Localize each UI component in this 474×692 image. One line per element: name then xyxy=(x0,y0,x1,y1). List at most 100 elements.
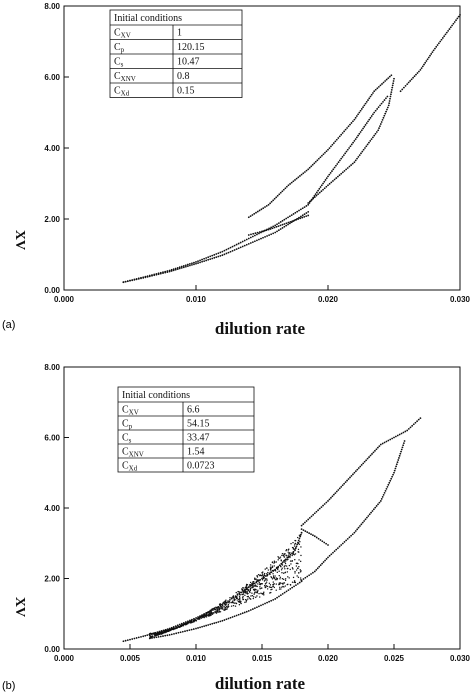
table-symbol: CXNV xyxy=(114,71,136,83)
data-point xyxy=(385,487,388,490)
band-point xyxy=(287,556,290,559)
band-point xyxy=(215,610,217,613)
band-point xyxy=(278,583,280,586)
data-point xyxy=(350,534,352,537)
data-point xyxy=(211,622,214,625)
data-point xyxy=(396,461,399,464)
data-point xyxy=(170,270,173,272)
data-point xyxy=(322,188,324,191)
data-point xyxy=(398,454,401,457)
data-point xyxy=(353,161,356,164)
data-point xyxy=(362,462,365,465)
data-point xyxy=(404,430,407,433)
data-point xyxy=(354,159,357,162)
data-point xyxy=(335,164,337,167)
band-point xyxy=(269,566,272,568)
data-point xyxy=(227,247,230,250)
data-point xyxy=(355,136,358,139)
data-point xyxy=(325,185,328,188)
data-point xyxy=(394,467,397,470)
data-point xyxy=(285,222,288,225)
data-point xyxy=(340,157,343,160)
band-point xyxy=(230,598,233,600)
data-point xyxy=(372,508,375,511)
data-point xyxy=(372,92,374,94)
data-point xyxy=(146,275,149,278)
data-point xyxy=(332,551,334,554)
table-value: 120.15 xyxy=(177,42,205,53)
band-point xyxy=(284,559,286,561)
data-point xyxy=(261,577,263,580)
data-point xyxy=(146,634,149,637)
band-point xyxy=(230,601,232,604)
band-point xyxy=(165,630,168,633)
data-point xyxy=(304,576,307,579)
data-point xyxy=(390,91,393,93)
band-point xyxy=(175,626,177,629)
data-point xyxy=(327,556,329,559)
data-point xyxy=(295,218,298,221)
data-point xyxy=(322,561,325,563)
data-point xyxy=(314,160,317,163)
band-point xyxy=(230,605,233,607)
data-point xyxy=(182,621,185,624)
band-point xyxy=(249,587,252,590)
table-header: Initial conditions xyxy=(122,390,190,401)
data-point xyxy=(403,440,406,442)
band-point xyxy=(206,612,208,614)
data-point xyxy=(448,28,451,30)
band-point xyxy=(263,577,265,579)
data-point xyxy=(387,439,390,442)
band-point xyxy=(204,616,206,618)
data-point xyxy=(357,526,360,529)
data-point xyxy=(264,206,266,208)
band-point xyxy=(281,564,284,566)
band-point xyxy=(254,591,256,593)
band-point xyxy=(281,552,284,555)
band-point xyxy=(240,602,242,605)
band-point xyxy=(209,609,211,612)
data-point xyxy=(340,133,343,136)
series-3 xyxy=(247,74,393,219)
data-point xyxy=(393,471,395,474)
data-point xyxy=(305,212,308,214)
band-point xyxy=(293,580,296,582)
band-point xyxy=(239,597,241,599)
data-point xyxy=(178,267,181,270)
data-point xyxy=(390,477,393,480)
data-point xyxy=(289,183,291,185)
data-point xyxy=(421,65,424,68)
band-point xyxy=(271,561,274,563)
data-point xyxy=(323,503,326,505)
data-point xyxy=(406,83,409,85)
band-point xyxy=(259,583,261,586)
band-point xyxy=(293,554,296,556)
data-point xyxy=(291,552,293,555)
data-point xyxy=(401,446,404,449)
data-point xyxy=(360,129,363,132)
data-point xyxy=(144,276,147,279)
data-point xyxy=(170,633,173,636)
x-tick-label: 0.025 xyxy=(384,654,405,663)
band-point xyxy=(154,635,156,637)
data-point xyxy=(153,636,156,639)
band-point xyxy=(257,583,259,585)
data-point xyxy=(364,147,366,149)
data-point xyxy=(207,258,210,261)
data-point xyxy=(378,501,381,504)
data-point xyxy=(359,525,361,527)
data-point xyxy=(205,624,208,627)
data-point xyxy=(364,102,367,105)
band-point xyxy=(208,610,211,613)
band-point xyxy=(289,552,291,554)
data-point xyxy=(277,229,280,232)
band-point xyxy=(298,534,301,536)
data-point xyxy=(237,247,240,250)
data-point xyxy=(395,465,398,468)
band-point xyxy=(180,625,183,627)
data-point xyxy=(307,518,310,521)
data-point xyxy=(310,165,313,168)
band-point xyxy=(255,580,258,582)
data-point xyxy=(376,108,379,110)
data-point xyxy=(365,100,368,103)
